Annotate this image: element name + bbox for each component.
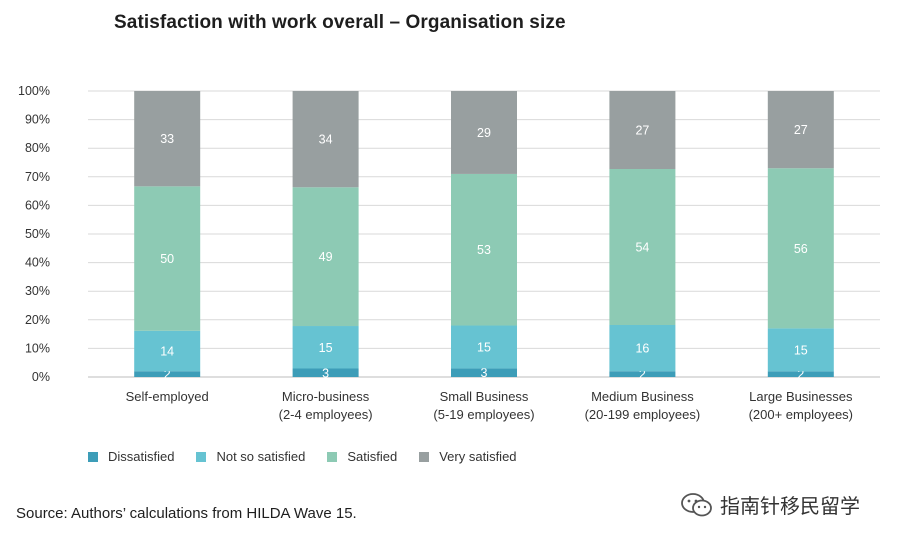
segment-value-label: 3	[481, 366, 488, 380]
segment-value-label: 2	[797, 368, 804, 382]
bar-segment	[609, 91, 676, 169]
category-label: (20-199 employees)	[585, 407, 701, 422]
bar-segment	[609, 169, 676, 325]
watermark-text: 指南针移民留学	[720, 496, 860, 518]
bar-segment	[767, 371, 834, 377]
y-tick-label: 100%	[18, 84, 50, 98]
bar-segment	[292, 368, 359, 377]
stacked-bar-chart: 0%10%20%30%40%50%60%70%80%90%100%2145033…	[18, 84, 880, 422]
category-label: Medium Business	[591, 389, 694, 404]
legend-swatch	[88, 451, 98, 462]
y-tick-label: 80%	[25, 141, 50, 155]
bar-segment	[609, 371, 676, 377]
segment-value-label: 3	[322, 366, 329, 380]
category-label: (5-19 employees)	[433, 407, 534, 422]
segment-value-label: 14	[160, 345, 174, 359]
segment-value-label: 15	[477, 340, 491, 354]
y-tick-label: 70%	[25, 170, 50, 184]
bar-segment	[292, 326, 359, 369]
segment-value-label: 54	[635, 241, 649, 255]
source-note: Source: Authors’ calculations from HILDA…	[16, 505, 357, 522]
y-tick-label: 90%	[25, 113, 50, 127]
segment-value-label: 2	[639, 368, 646, 382]
segment-value-label: 27	[635, 124, 649, 138]
legend-item: Not so satisfied	[196, 449, 305, 464]
segment-value-label: 15	[319, 341, 333, 355]
legend-label: Not so satisfied	[216, 449, 306, 464]
bar-segment	[451, 173, 517, 326]
y-tick-label: 60%	[25, 198, 50, 212]
segment-value-label: 49	[319, 250, 333, 264]
legend-label: Dissatisfied	[108, 449, 175, 464]
bar-segment	[609, 325, 676, 372]
bar-segment	[767, 168, 834, 329]
segment-value-label: 33	[160, 132, 174, 146]
segment-value-label: 2	[164, 368, 171, 382]
y-tick-label: 50%	[25, 227, 50, 241]
category-label: Micro-business	[282, 389, 370, 404]
category-label: Large Businesses	[749, 389, 853, 404]
bar-segment	[134, 371, 201, 377]
segment-value-label: 34	[319, 133, 333, 147]
bar-segment	[134, 186, 201, 331]
bar-segment	[767, 91, 834, 169]
bar-segment	[767, 328, 834, 372]
legend-item: Satisfied	[327, 449, 397, 464]
bar-segment	[451, 325, 517, 369]
y-tick-label: 10%	[25, 341, 50, 355]
chart-title: Satisfaction with work overall – Organis…	[114, 12, 566, 33]
bar-segment	[292, 91, 359, 188]
y-tick-label: 20%	[25, 313, 50, 327]
legend-swatch	[419, 451, 430, 462]
legend-swatch	[196, 451, 207, 462]
bar-segment	[292, 187, 359, 327]
wechat-icon	[681, 492, 712, 516]
segment-value-label: 16	[635, 342, 649, 356]
segment-value-label: 27	[794, 123, 808, 137]
bar-segment	[451, 91, 517, 174]
segment-value-label: 50	[160, 252, 174, 266]
segment-value-label: 29	[477, 126, 491, 140]
segment-value-label: 56	[794, 242, 808, 256]
category-label: (200+ employees)	[749, 407, 853, 422]
legend-item: Very satisfied	[419, 449, 517, 464]
bar-segment	[134, 91, 201, 187]
bar-segment	[134, 330, 201, 372]
legend-item: Dissatisfied	[88, 449, 174, 464]
category-label: (2-4 employees)	[279, 407, 373, 422]
watermark: 指南针移民留学	[680, 490, 860, 519]
y-tick-label: 40%	[25, 256, 50, 270]
category-label: Small Business	[440, 389, 529, 404]
legend-label: Very satisfied	[439, 449, 517, 464]
chart-legend: Dissatisfied Not so satisfied Satisfied Ver…	[88, 449, 539, 464]
legend-swatch	[327, 451, 338, 462]
legend-label: Satisfied	[347, 449, 398, 464]
y-tick-label: 30%	[25, 284, 50, 298]
segment-value-label: 15	[794, 343, 808, 357]
bar-segment	[451, 368, 517, 377]
category-label: Self-employed	[126, 389, 209, 404]
segment-value-label: 53	[477, 243, 491, 257]
y-tick-label: 0%	[32, 370, 50, 384]
